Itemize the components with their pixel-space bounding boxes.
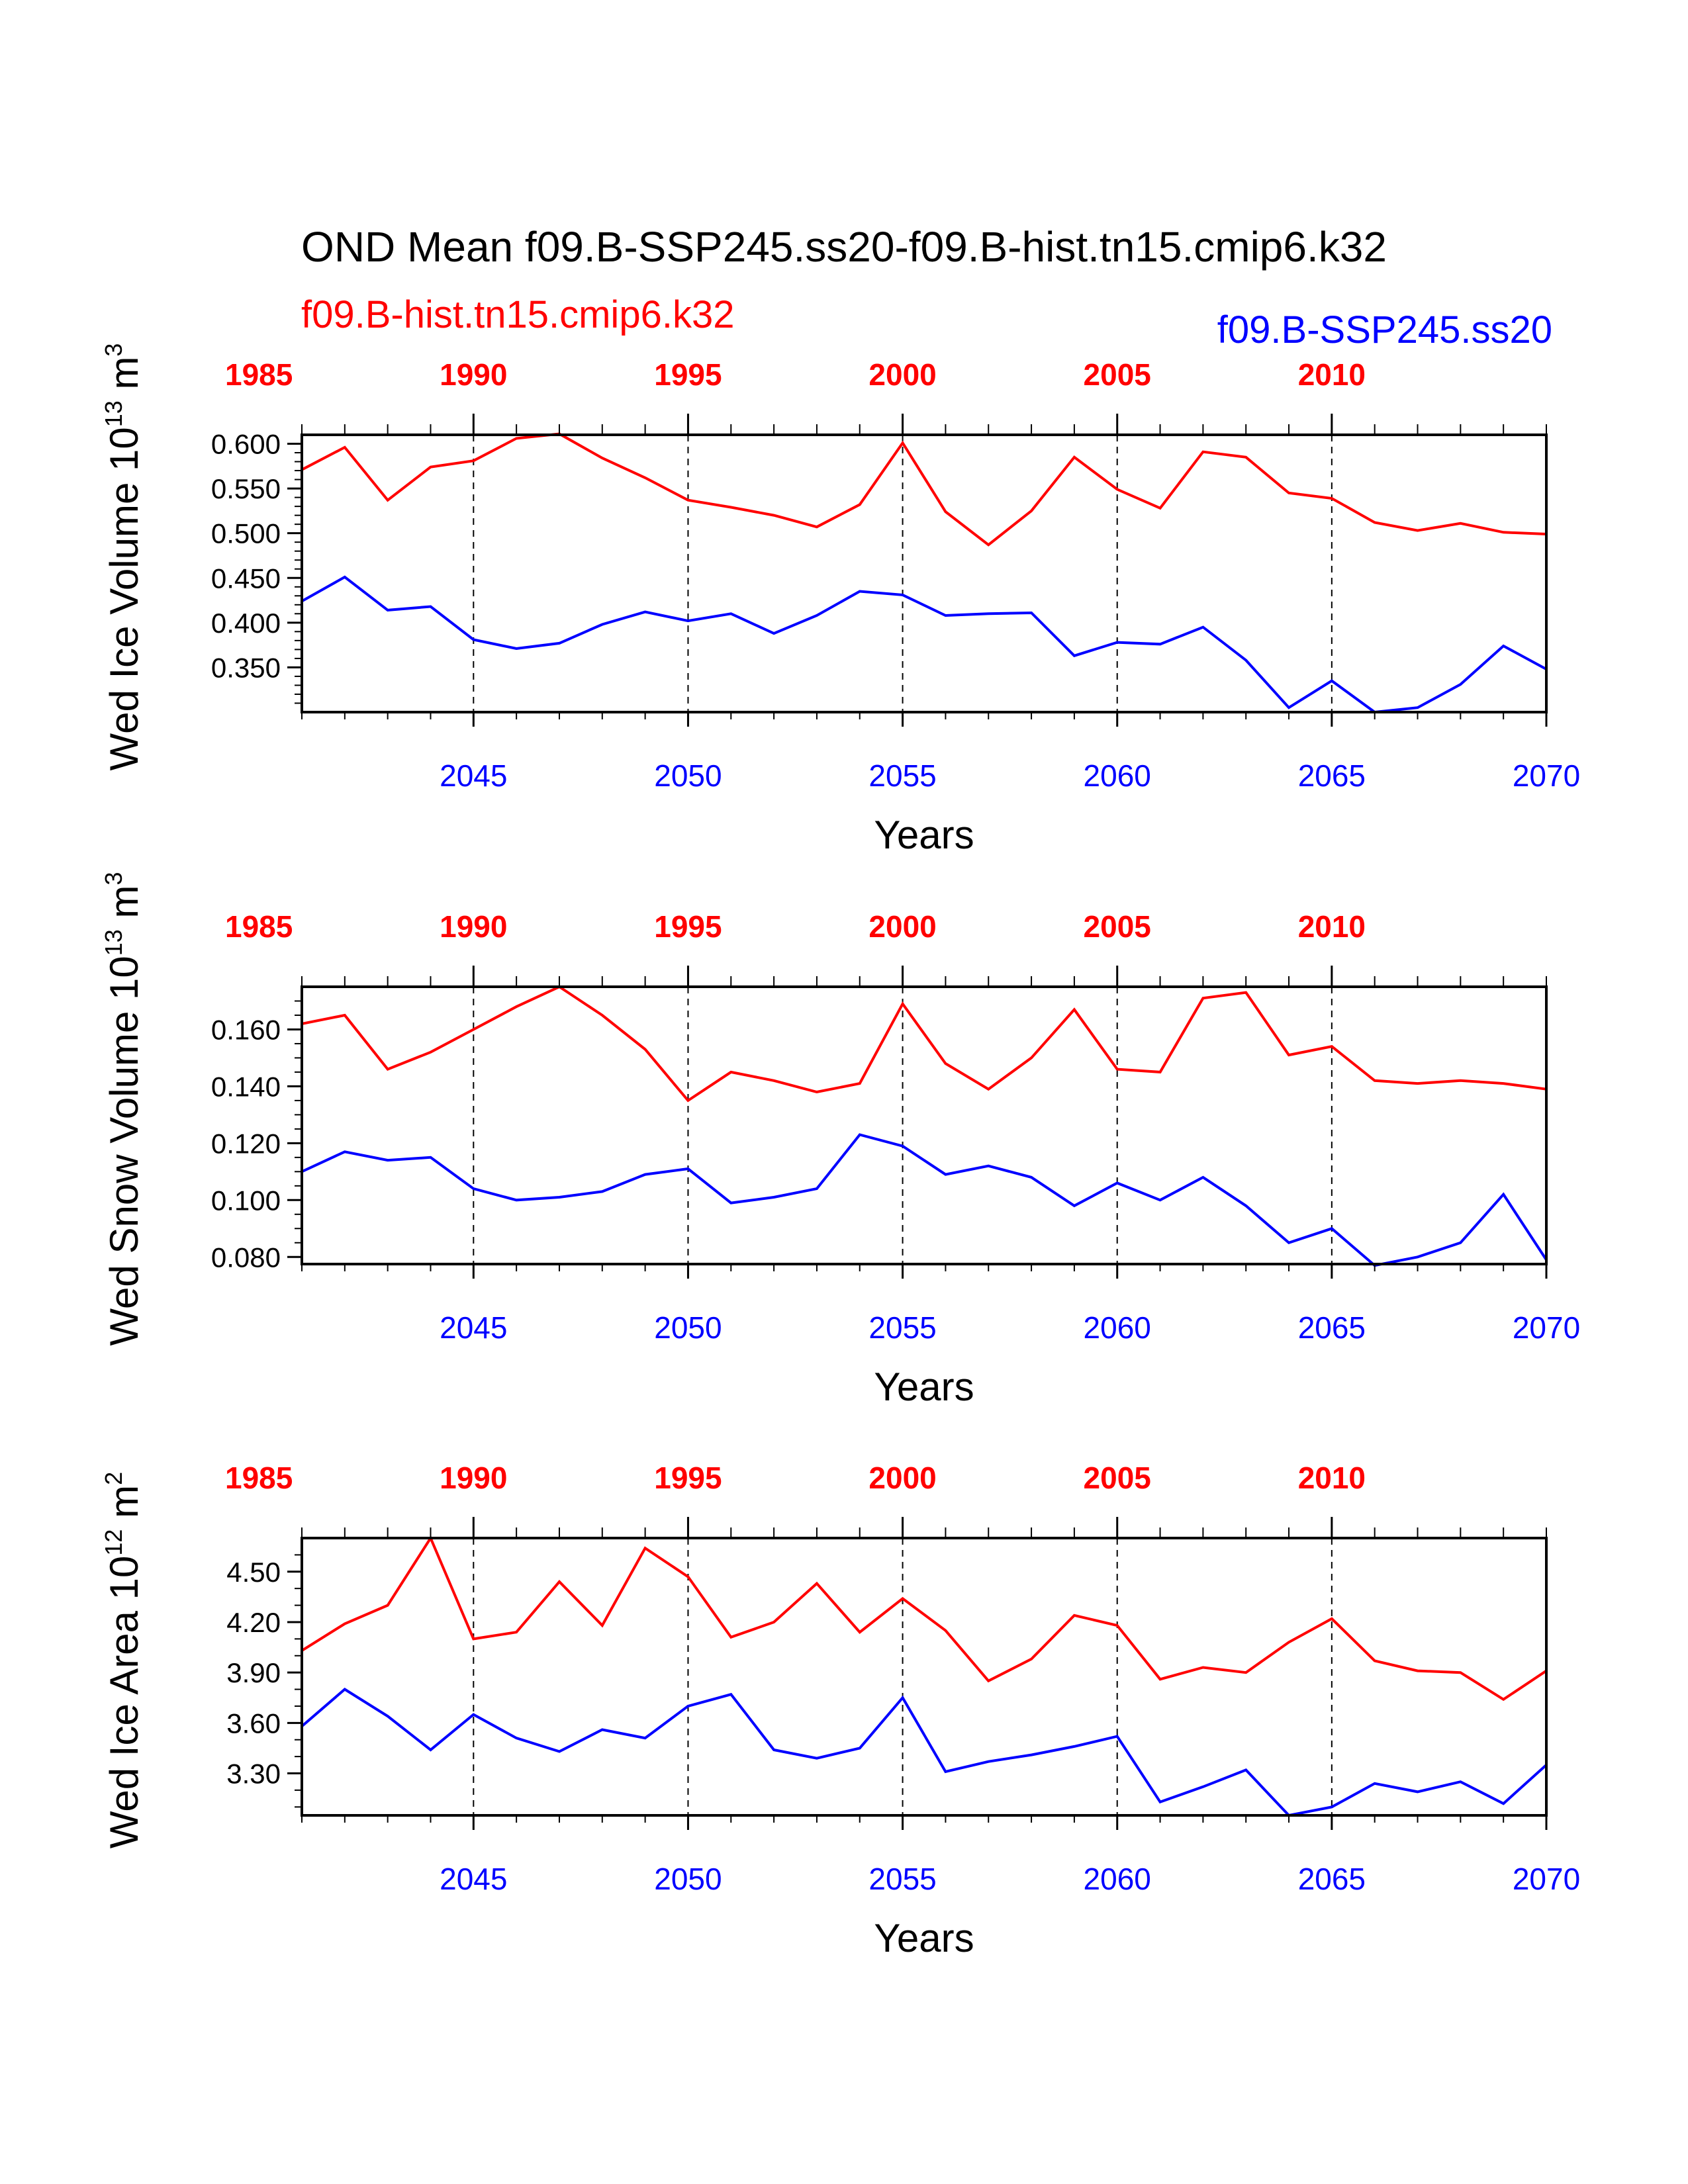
- y-axis-label-part: 2: [100, 1472, 127, 1485]
- y-tick-label: 3.30: [226, 1758, 281, 1790]
- y-axis-label-part: m: [102, 886, 146, 930]
- top-tick-label: 1990: [440, 1461, 507, 1495]
- top-tick-label: 2000: [868, 357, 936, 392]
- series-hist-line: [301, 1535, 1548, 1702]
- top-tick-label: 1985: [225, 909, 293, 944]
- y-tick-label: 0.140: [211, 1071, 281, 1102]
- y-tick-label: 4.20: [226, 1607, 281, 1638]
- x-tick-label: 2050: [654, 1862, 722, 1896]
- top-tick-label: 2005: [1084, 909, 1151, 944]
- x-axis-label: Years: [874, 1916, 974, 1960]
- y-axis-label-part: Wed Snow Volume 10: [102, 956, 146, 1345]
- y-tick-label: 3.90: [226, 1657, 281, 1688]
- plot-frame: [301, 985, 1548, 1265]
- series-ssp-line: [301, 1133, 1548, 1267]
- series-hist-line: [301, 985, 1547, 1103]
- y-tick-label: 0.550: [211, 473, 281, 504]
- y-axis-label-part: 13: [100, 929, 127, 956]
- top-tick-label: 1995: [654, 1461, 722, 1495]
- x-tick-label: 2050: [654, 1310, 722, 1345]
- y-tick-label: 0.080: [211, 1242, 281, 1273]
- x-tick-label: 2070: [1513, 1310, 1580, 1345]
- legend-ssp-label: f09.B-SSP245.ss20: [1217, 308, 1552, 351]
- y-tick-label: 0.120: [211, 1128, 281, 1159]
- top-tick-label: 1995: [654, 909, 722, 944]
- y-axis-label-part: 12: [100, 1529, 127, 1556]
- y-axis-label: Wed Ice Area 1012 m2: [100, 1472, 146, 1848]
- top-tick-label: 2005: [1084, 357, 1151, 392]
- y-axis-label: Wed Ice Volume 1013 m3: [100, 343, 146, 771]
- x-tick-label: 2065: [1298, 758, 1366, 793]
- y-tick-label: 0.400: [211, 608, 281, 639]
- y-axis-label-part: m: [102, 357, 146, 401]
- figure-title: OND Mean f09.B-SSP245.ss20-f09.B-hist.tn…: [301, 223, 1387, 271]
- top-tick-label: 2010: [1298, 357, 1366, 392]
- top-tick-label: 1985: [225, 357, 293, 392]
- top-tick-label: 2010: [1298, 1461, 1366, 1495]
- top-tick-label: 2000: [868, 909, 936, 944]
- x-tick-label: 2055: [868, 758, 936, 793]
- top-tick-label: 2005: [1084, 1461, 1151, 1495]
- series-hist-line: [301, 432, 1547, 547]
- x-tick-label: 2050: [654, 758, 722, 793]
- y-tick-label: 0.600: [211, 429, 281, 460]
- x-tick-label: 2065: [1298, 1862, 1366, 1896]
- x-tick-label: 2045: [440, 1310, 507, 1345]
- panel-1: 0.350 0.400 0.450 0.500 0.550 0.600 2045 2050 20…: [100, 343, 1580, 857]
- legend-hist-label: f09.B-hist.tn15.cmip6.k32: [301, 293, 734, 336]
- x-tick-label: 2065: [1298, 1310, 1366, 1345]
- y-axis-label-part: 13: [100, 400, 127, 427]
- x-axis-label: Years: [874, 1365, 974, 1409]
- panel-3: 3.30 3.60 3.90 4.20 4.50 2045 2050 2055 2060 2065…: [100, 1461, 1580, 1960]
- plot-frame: [301, 433, 1548, 713]
- y-axis-label-part: 3: [100, 343, 127, 357]
- y-tick-label: 0.100: [211, 1185, 281, 1216]
- plot-frame: [301, 1537, 1548, 1817]
- top-tick-label: 1990: [440, 357, 507, 392]
- y-axis-label-part: Wed Ice Volume 10: [102, 427, 146, 770]
- y-tick-label: 0.350: [211, 652, 281, 683]
- x-tick-label: 2045: [440, 758, 507, 793]
- x-tick-label: 2060: [1084, 1310, 1151, 1345]
- x-tick-label: 2070: [1513, 758, 1580, 793]
- y-tick-label: 0.160: [211, 1014, 281, 1045]
- y-axis-label: Wed Snow Volume 1013 m3: [100, 872, 146, 1346]
- series-ssp-line: [301, 575, 1547, 714]
- x-tick-label: 2070: [1513, 1862, 1580, 1896]
- y-tick-label: 3.60: [226, 1707, 281, 1739]
- panel-2: 0.080 0.100 0.120 0.140 0.160 2045 2050 2055 206…: [100, 872, 1580, 1409]
- y-tick-label: 0.450: [211, 563, 281, 594]
- y-tick-label: 4.50: [226, 1557, 281, 1588]
- series-ssp-line: [301, 1688, 1548, 1817]
- x-tick-label: 2060: [1084, 758, 1151, 793]
- y-axis-label-part: Wed Ice Area 10: [102, 1556, 146, 1849]
- x-tick-label: 2055: [868, 1862, 936, 1896]
- top-tick-label: 1985: [225, 1461, 293, 1495]
- x-tick-label: 2060: [1084, 1862, 1151, 1896]
- x-tick-label: 2045: [440, 1862, 507, 1896]
- top-tick-label: 2000: [868, 1461, 936, 1495]
- x-tick-label: 2055: [868, 1310, 936, 1345]
- x-axis-label: Years: [874, 813, 974, 857]
- y-axis-label-part: 3: [100, 872, 127, 886]
- y-tick-label: 0.500: [211, 518, 281, 549]
- y-axis-label-part: m: [102, 1485, 146, 1529]
- top-tick-label: 1990: [440, 909, 507, 944]
- top-tick-label: 1995: [654, 357, 722, 392]
- top-tick-label: 2010: [1298, 909, 1366, 944]
